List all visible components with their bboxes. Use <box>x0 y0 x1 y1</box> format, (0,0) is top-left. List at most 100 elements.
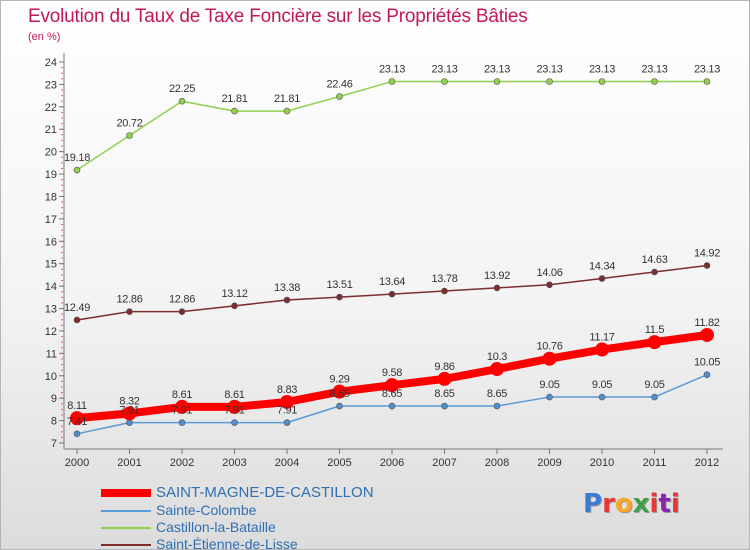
data-label-saint-magne: 8.83 <box>277 384 297 396</box>
data-point-saint-etienne <box>231 302 238 310</box>
data-point-saint-etienne <box>493 284 501 292</box>
data-point-saint-etienne <box>651 268 658 276</box>
data-label-sainte-colombe: 7.91 <box>119 405 139 417</box>
logo-letter: P <box>583 489 603 519</box>
data-label-sainte-colombe: 8.65 <box>329 388 349 400</box>
data-point-castillon <box>126 132 133 139</box>
y-tick-label: 18 <box>45 191 57 203</box>
data-label-saint-etienne: 12.86 <box>116 294 142 306</box>
data-point-castillon <box>178 97 186 105</box>
data-point-saint-etienne <box>73 316 81 324</box>
data-label-castillon: 21.81 <box>221 93 247 105</box>
chart-title: Evolution du Taux de Taxe Foncière sur l… <box>28 6 528 27</box>
data-label-saint-etienne: 14.06 <box>536 267 562 279</box>
x-tick-label: 2006 <box>380 457 404 469</box>
data-label-castillon: 22.25 <box>169 83 195 95</box>
y-tick-label: 14 <box>45 281 57 293</box>
data-point-saint-etienne <box>126 308 133 315</box>
data-label-saint-magne: 9.29 <box>329 374 349 386</box>
data-point-castillon <box>283 107 291 115</box>
data-label-saint-magne: 11.17 <box>589 332 614 344</box>
data-label-sainte-colombe: 8.65 <box>382 388 402 400</box>
x-tick-label: 2004 <box>275 457 299 469</box>
y-tick-label: 7 <box>51 438 57 450</box>
y-tick-label: 21 <box>45 124 57 136</box>
x-tick-label: 2011 <box>643 457 667 469</box>
data-label-castillon: 19.18 <box>64 152 90 164</box>
data-point-sainte-colombe <box>703 371 711 378</box>
data-label-castillon: 23.13 <box>536 63 562 75</box>
x-tick-label: 2012 <box>695 457 719 469</box>
logo-letter: i <box>649 489 659 519</box>
data-point-saint-etienne <box>336 293 343 301</box>
data-point-saint-magne <box>280 394 294 409</box>
x-tick-label: 2009 <box>537 457 561 469</box>
data-label-saint-magne: 8.61 <box>172 389 192 401</box>
data-label-saint-etienne: 12.86 <box>169 294 195 306</box>
data-label-saint-magne: 11.5 <box>645 324 665 336</box>
data-point-sainte-colombe <box>598 393 606 401</box>
data-label-saint-magne: 8.11 <box>67 400 87 412</box>
data-point-saint-etienne <box>283 296 291 304</box>
data-label-castillon: 23.13 <box>641 63 667 75</box>
data-label-castillon: 23.13 <box>589 63 615 75</box>
data-label-saint-etienne: 13.12 <box>221 288 247 300</box>
logo-letter: r <box>602 489 615 519</box>
data-label-saint-etienne: 14.63 <box>641 254 667 266</box>
data-point-saint-etienne <box>441 287 448 295</box>
legend-swatch <box>101 544 151 546</box>
y-tick-label: 11 <box>46 348 57 360</box>
y-tick-label: 17 <box>45 214 57 226</box>
x-tick-label: 2007 <box>432 457 456 469</box>
proxiti-logo: Proxiti <box>583 489 680 519</box>
data-label-castillon: 23.13 <box>379 63 405 75</box>
legend-label: Castillon-la-Bataille <box>156 519 276 535</box>
data-label-sainte-colombe: 10.05 <box>694 357 720 369</box>
data-label-sainte-colombe: 7.91 <box>172 405 192 417</box>
data-point-sainte-colombe <box>178 419 186 426</box>
legend-label: SAINT-MAGNE-DE-CASTILLON <box>156 484 374 501</box>
data-point-sainte-colombe <box>441 402 448 410</box>
data-label-saint-etienne: 13.92 <box>484 270 510 282</box>
legend-swatch <box>101 527 151 529</box>
data-point-saint-magne <box>542 351 557 366</box>
data-label-saint-magne: 9.58 <box>382 367 402 379</box>
y-tick-label: 19 <box>45 169 57 181</box>
data-label-sainte-colombe: 9.05 <box>592 379 612 391</box>
data-point-saint-etienne <box>598 275 606 282</box>
data-label-saint-etienne: 12.49 <box>64 302 90 314</box>
data-point-saint-etienne <box>178 308 186 315</box>
data-point-castillon <box>651 78 658 85</box>
data-label-saint-etienne: 14.34 <box>589 260 615 272</box>
data-label-sainte-colombe: 7.91 <box>277 405 297 417</box>
data-label-sainte-colombe: 8.65 <box>434 388 454 400</box>
logo-letter: i <box>670 489 680 519</box>
data-label-castillon: 23.13 <box>694 63 720 75</box>
unit-label: (en %) <box>28 31 61 43</box>
data-point-castillon <box>546 78 553 85</box>
data-point-sainte-colombe <box>336 402 343 410</box>
data-label-saint-magne: 11.82 <box>694 317 719 329</box>
y-tick-label: 10 <box>45 371 57 383</box>
data-label-castillon: 23.13 <box>431 63 457 75</box>
data-point-saint-magne <box>700 327 714 342</box>
data-label-saint-magne: 10.76 <box>536 341 562 353</box>
x-tick-label: 2010 <box>590 457 614 469</box>
data-point-saint-magne <box>122 406 137 421</box>
y-tick-label: 16 <box>45 236 57 248</box>
data-point-castillon <box>388 78 396 85</box>
data-label-saint-etienne: 13.78 <box>431 273 457 285</box>
logo-letter: t <box>658 489 671 519</box>
y-tick-label: 13 <box>45 304 57 316</box>
data-label-castillon: 21.81 <box>274 93 300 105</box>
data-point-castillon <box>231 107 238 115</box>
x-tick-label: 2003 <box>222 457 246 469</box>
x-tick-label: 2002 <box>170 457 194 469</box>
data-point-sainte-colombe <box>546 393 553 401</box>
data-label-saint-etienne: 13.51 <box>326 279 352 291</box>
y-tick-label: 9 <box>51 393 57 405</box>
logo-letter: o <box>614 489 633 519</box>
data-label-saint-etienne: 14.92 <box>694 247 720 259</box>
